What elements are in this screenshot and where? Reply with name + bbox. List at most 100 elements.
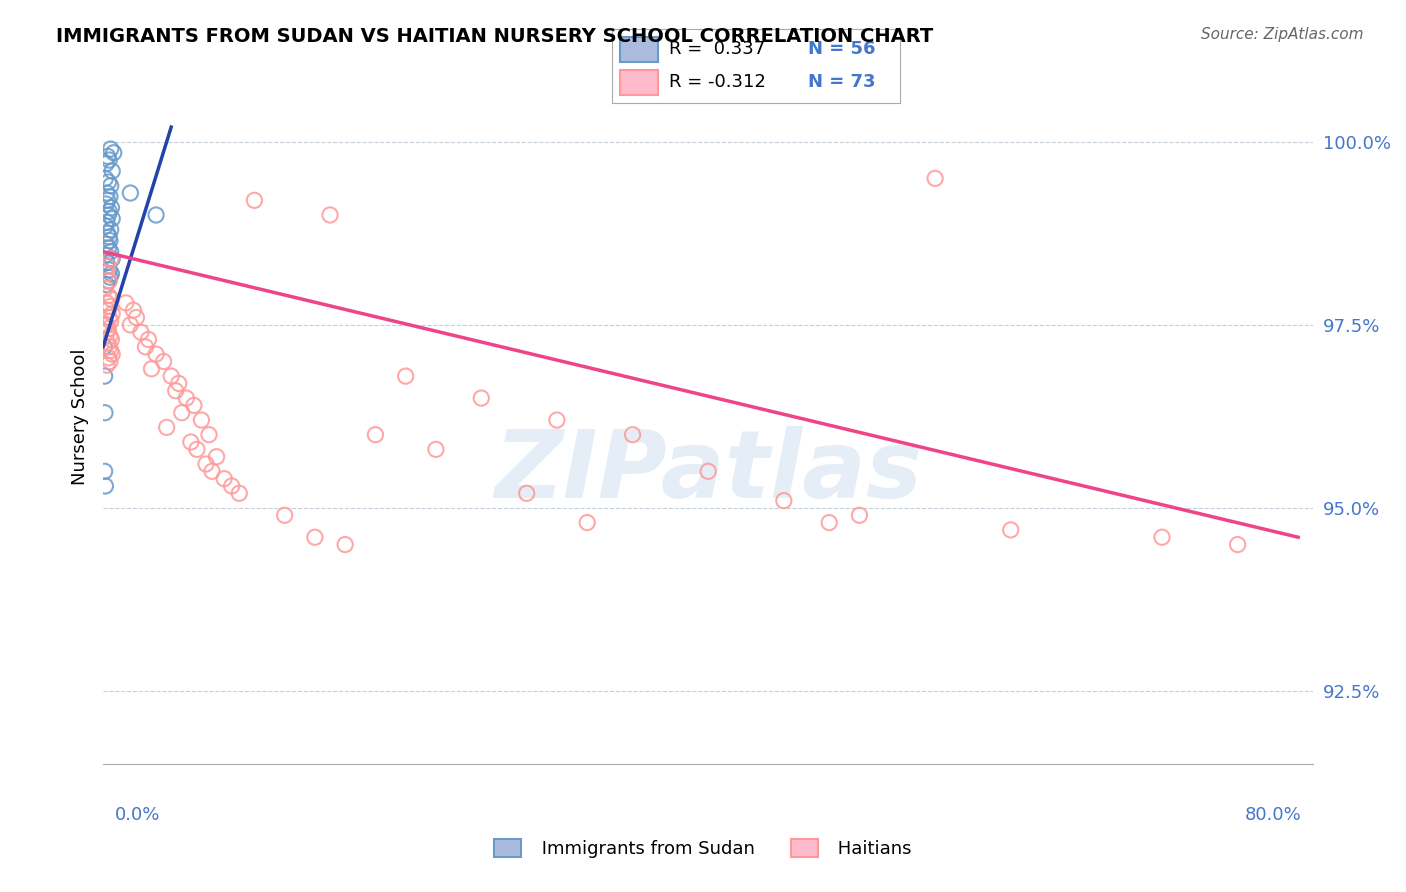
Point <box>273 508 295 523</box>
Point <box>818 516 841 530</box>
Point <box>546 413 568 427</box>
Point <box>97 351 120 365</box>
Point <box>94 406 117 420</box>
Point <box>94 219 117 233</box>
Point <box>97 241 120 255</box>
Point <box>97 208 120 222</box>
Point <box>101 347 124 361</box>
Point <box>120 318 142 332</box>
Point <box>697 464 720 478</box>
Point <box>97 227 120 241</box>
Point <box>101 211 124 226</box>
Point <box>129 325 152 339</box>
Text: 0.0%: 0.0% <box>115 806 160 824</box>
Point <box>114 296 136 310</box>
Point <box>93 369 115 384</box>
Point <box>97 259 120 273</box>
Point <box>183 398 205 412</box>
Text: 80.0%: 80.0% <box>1244 806 1301 824</box>
Point <box>98 270 121 285</box>
Text: IMMIGRANTS FROM SUDAN VS HAITIAN NURSERY SCHOOL CORRELATION CHART: IMMIGRANTS FROM SUDAN VS HAITIAN NURSERY… <box>56 27 934 45</box>
Point <box>100 314 122 328</box>
Point <box>186 442 208 457</box>
Point <box>96 197 118 211</box>
Point <box>304 530 326 544</box>
Point <box>96 296 118 310</box>
Text: R =  0.337: R = 0.337 <box>669 40 765 58</box>
Point <box>94 171 117 186</box>
Point <box>100 343 122 358</box>
Point <box>924 171 946 186</box>
Point <box>97 259 120 273</box>
Point <box>221 479 243 493</box>
Point <box>101 307 124 321</box>
Point <box>93 340 115 354</box>
Point <box>165 384 187 398</box>
Point <box>621 427 644 442</box>
Point <box>100 292 122 306</box>
Point <box>98 204 121 219</box>
Point <box>96 237 118 252</box>
Point <box>195 457 218 471</box>
Point <box>101 252 124 266</box>
Point <box>176 391 198 405</box>
Text: N = 73: N = 73 <box>807 73 875 91</box>
Point <box>101 164 124 178</box>
Point <box>576 516 599 530</box>
Point <box>100 244 122 259</box>
Point <box>100 267 122 281</box>
Point <box>160 369 183 384</box>
FancyBboxPatch shape <box>620 70 658 95</box>
Point <box>94 281 117 295</box>
Point <box>145 347 167 361</box>
Point <box>96 186 118 200</box>
Point <box>201 464 224 478</box>
Point <box>134 340 156 354</box>
Text: ZIPatlas: ZIPatlas <box>494 426 922 518</box>
Point <box>100 142 122 156</box>
Point <box>205 450 228 464</box>
Point <box>190 413 212 427</box>
Point <box>772 493 794 508</box>
Point <box>425 442 447 457</box>
Point <box>1150 530 1173 544</box>
Point <box>97 149 120 163</box>
Legend:  Immigrants from Sudan,  Haitians: Immigrants from Sudan, Haitians <box>486 831 920 865</box>
Point <box>170 406 193 420</box>
Point <box>243 194 266 208</box>
Point <box>98 234 121 248</box>
Point <box>98 274 121 288</box>
Point <box>93 464 115 478</box>
Point <box>94 248 117 262</box>
Point <box>96 325 118 339</box>
Point <box>98 153 121 167</box>
Point <box>228 486 250 500</box>
Point <box>848 508 870 523</box>
Point <box>97 303 120 318</box>
Point <box>97 274 120 288</box>
Point <box>98 189 121 203</box>
Point <box>96 277 118 292</box>
Point <box>395 369 418 384</box>
Point <box>319 208 342 222</box>
Point <box>96 267 118 281</box>
Point <box>198 427 221 442</box>
Point <box>1000 523 1022 537</box>
Text: N = 56: N = 56 <box>807 40 875 58</box>
Point <box>97 288 120 302</box>
Point <box>138 333 160 347</box>
Point <box>156 420 179 434</box>
Point <box>364 427 387 442</box>
FancyBboxPatch shape <box>620 37 658 62</box>
Point <box>98 230 121 244</box>
Point <box>96 157 118 171</box>
Point <box>100 333 122 347</box>
Point <box>96 215 118 229</box>
Point <box>98 263 121 277</box>
Point <box>96 318 118 332</box>
Text: R = -0.312: R = -0.312 <box>669 73 766 91</box>
Point <box>212 472 235 486</box>
Point <box>100 222 122 236</box>
Point <box>100 201 122 215</box>
Point <box>100 178 122 193</box>
